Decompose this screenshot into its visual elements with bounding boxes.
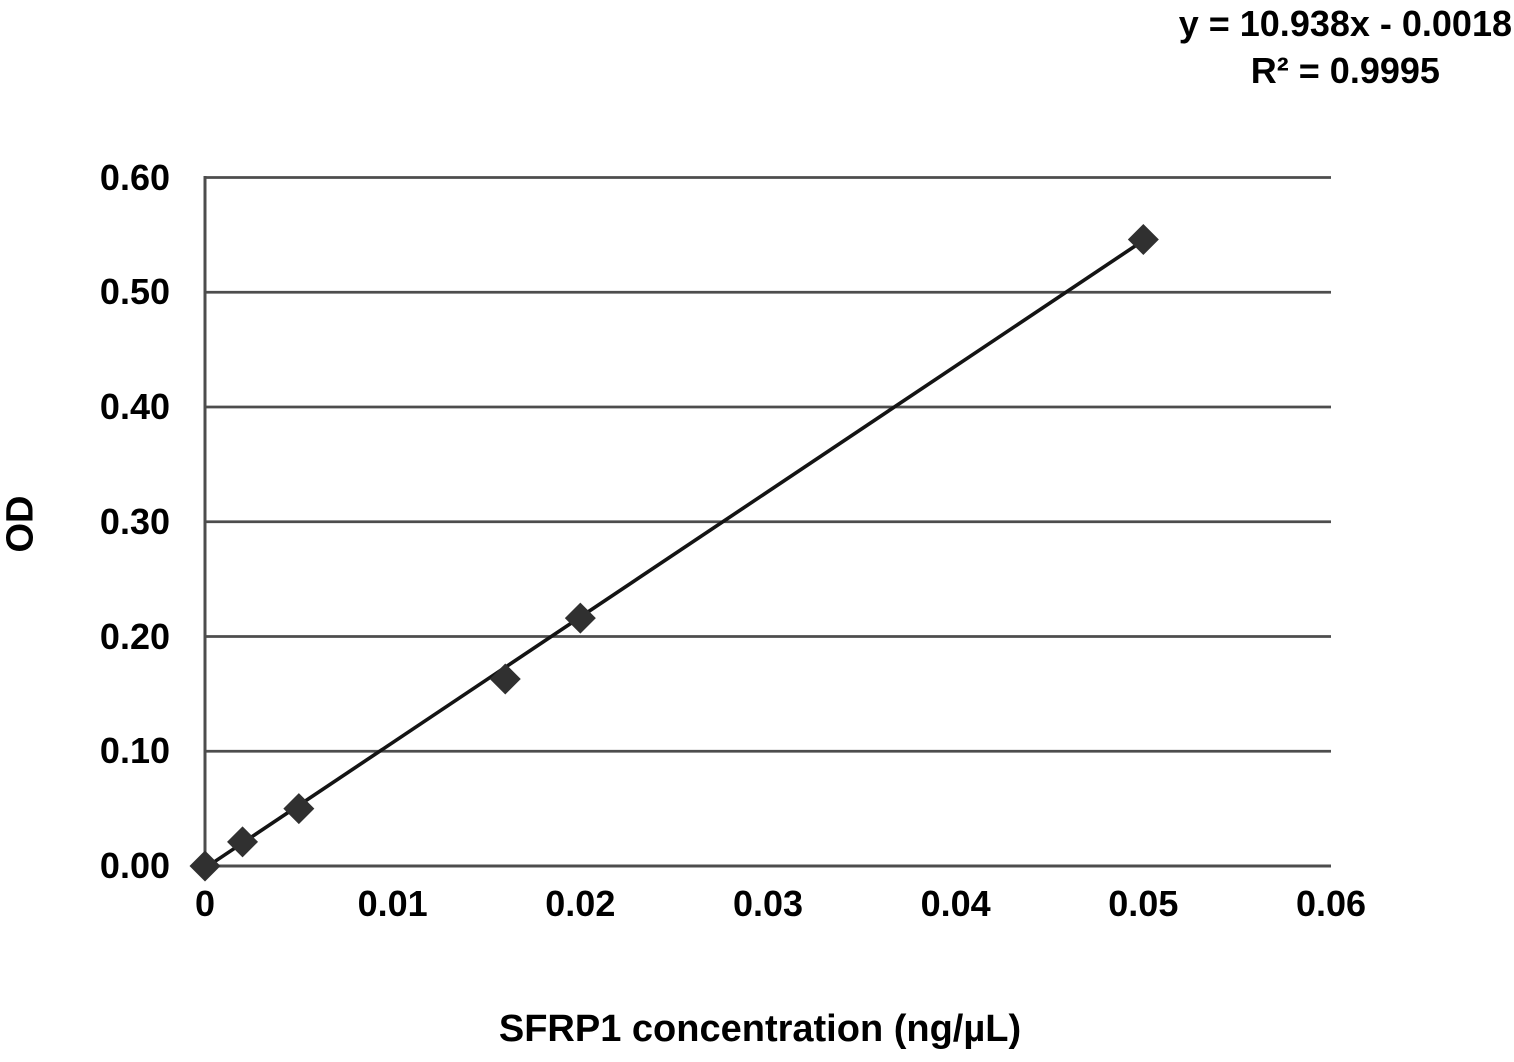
y-tick-label: 0.40 xyxy=(99,386,170,427)
x-tick-label: 0.03 xyxy=(732,883,804,924)
x-tick-label: 0.04 xyxy=(920,883,991,924)
x-tick-label: 0 xyxy=(194,883,216,924)
x-tick-label: 0.06 xyxy=(1295,883,1367,924)
x-tick-label: 0.01 xyxy=(357,883,428,924)
trendline-annotation: y = 10.938x - 0.0018 R² = 0.9995 xyxy=(1179,0,1512,94)
data-point-diamond xyxy=(227,826,259,858)
y-tick-label: 0.30 xyxy=(99,500,170,542)
data-point-diamond xyxy=(564,602,596,634)
data-point-diamond xyxy=(283,793,315,825)
y-axis-title: OD xyxy=(0,495,42,553)
trendline xyxy=(203,239,1145,870)
data-point-diamond xyxy=(1127,223,1159,255)
trendline-equation: y = 10.938x - 0.0018 xyxy=(1178,3,1512,44)
x-tick-label: 0.05 xyxy=(1108,883,1179,924)
data-point-diamond xyxy=(189,850,221,882)
y-tick-label: 0.60 xyxy=(99,156,170,198)
y-tick-label: 0.10 xyxy=(99,730,170,772)
y-tick-label: 0.50 xyxy=(99,271,170,313)
data-point-diamond xyxy=(489,663,521,695)
x-axis-title: SFRP1 concentration (ng/µL) xyxy=(498,1008,1022,1050)
y-tick-label: 0.20 xyxy=(99,615,170,657)
y-tick-label: 0.00 xyxy=(99,845,170,886)
r-squared-value: R² = 0.9995 xyxy=(1250,50,1440,91)
x-tick-label: 0.02 xyxy=(545,883,616,924)
